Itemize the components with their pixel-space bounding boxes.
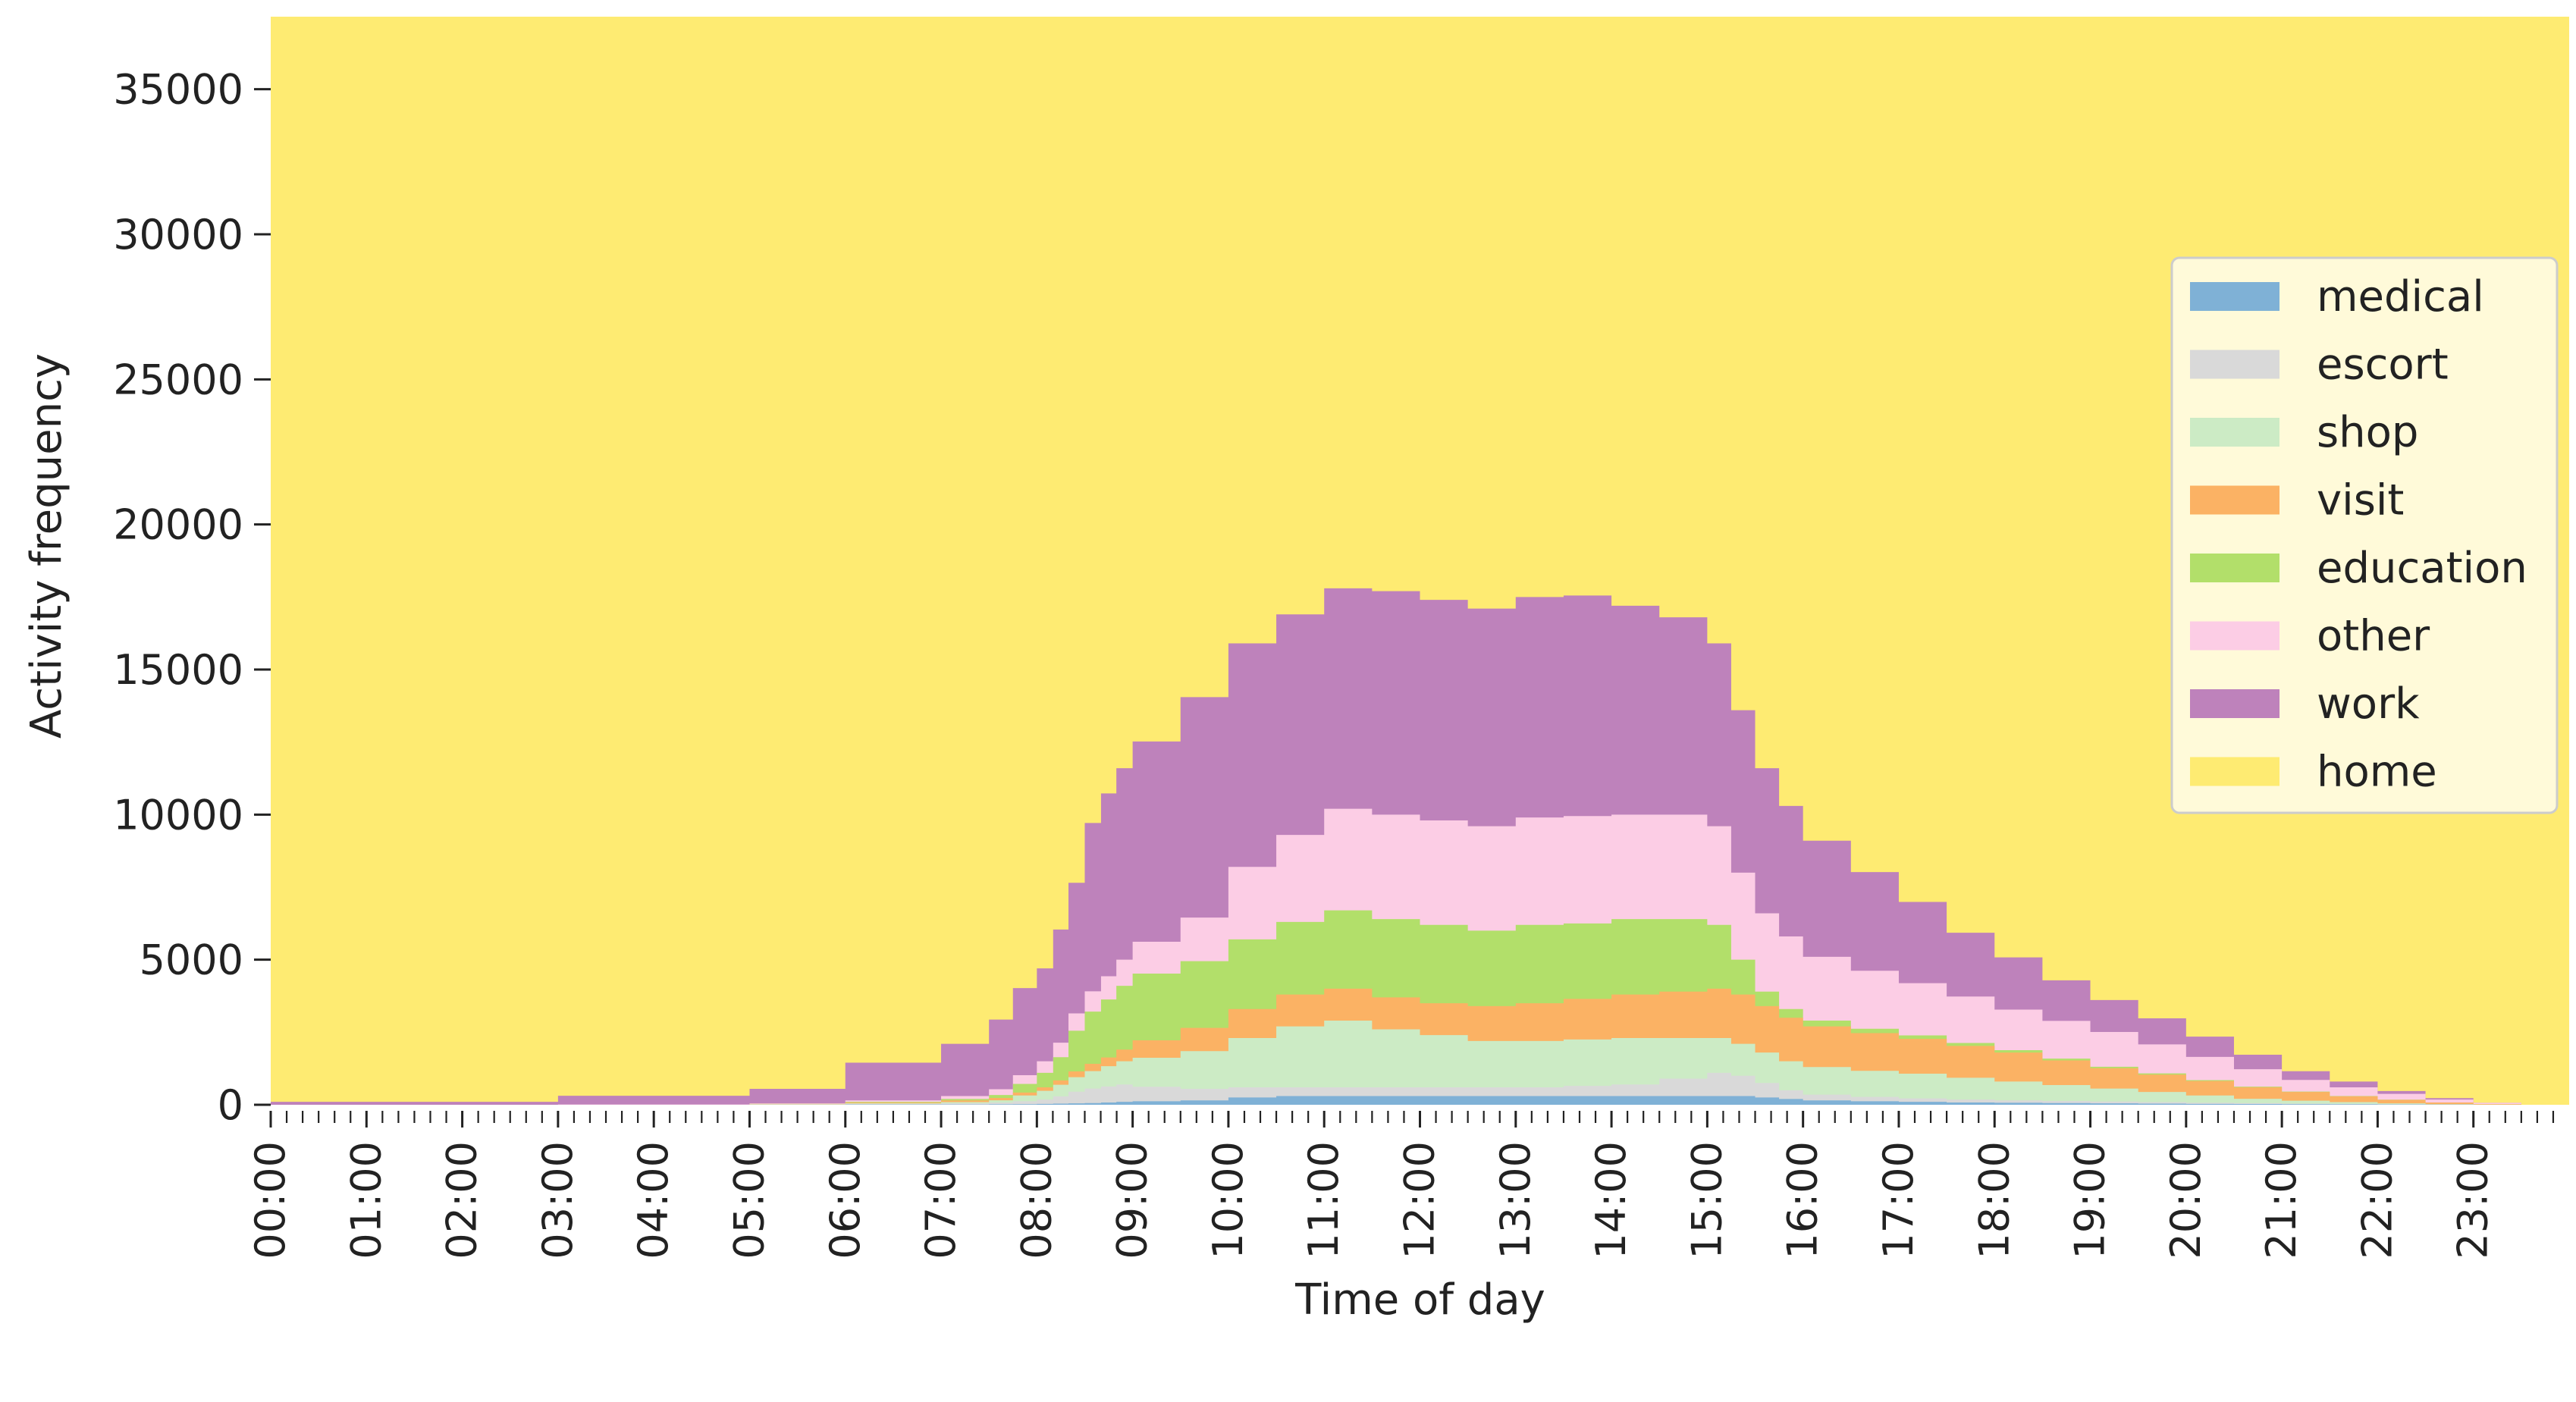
legend-swatch-shop — [2190, 418, 2279, 447]
x-tick-label: 20:00 — [2162, 1141, 2210, 1259]
x-tick-label: 10:00 — [1204, 1141, 1252, 1259]
x-tick-label: 21:00 — [2258, 1141, 2305, 1259]
area-medical — [271, 1096, 2569, 1105]
legend-label-escort: escort — [2317, 340, 2449, 390]
x-axis-label: Time of day — [1294, 1275, 1545, 1325]
y-tick-label: 5000 — [140, 936, 243, 984]
x-tick-label: 23:00 — [2449, 1141, 2497, 1259]
legend-label-visit: visit — [2317, 476, 2404, 525]
x-tick-label: 00:00 — [246, 1141, 294, 1259]
legend-label-medical: medical — [2317, 272, 2484, 321]
legend-label-other: other — [2317, 612, 2430, 661]
x-tick-label: 08:00 — [1012, 1141, 1060, 1259]
legend-swatch-home — [2190, 757, 2279, 786]
x-tick-label: 12:00 — [1396, 1141, 1444, 1259]
y-tick-label: 35000 — [113, 66, 243, 114]
area-shop — [271, 1021, 2569, 1105]
x-tick-label: 14:00 — [1587, 1141, 1635, 1259]
x-tick-label: 06:00 — [821, 1141, 869, 1259]
x-tick-label: 18:00 — [1970, 1141, 2018, 1259]
x-tick-label: 09:00 — [1109, 1141, 1156, 1259]
x-tick-label: 01:00 — [342, 1141, 390, 1259]
legend: medical escort shop visit education other work… — [2170, 256, 2559, 814]
legend-label-home: home — [2317, 748, 2437, 797]
x-tick-label: 16:00 — [1779, 1141, 1827, 1259]
x-tick-label: 07:00 — [917, 1141, 965, 1259]
y-tick-label: 30000 — [113, 211, 243, 259]
x-tick-label: 17:00 — [1875, 1141, 1922, 1259]
x-tick-label: 15:00 — [1683, 1141, 1730, 1259]
area-escort — [271, 1072, 2569, 1105]
y-axis: 0 5000 10000 15000 20000 25000 30000 35000 — [113, 66, 271, 1129]
legend-swatch-other — [2190, 621, 2279, 651]
y-tick-label: 10000 — [113, 791, 243, 839]
legend-swatch-visit — [2190, 485, 2279, 515]
legend-swatch-escort — [2190, 350, 2279, 379]
legend-swatch-medical — [2190, 282, 2279, 311]
x-tick-label: 13:00 — [1492, 1141, 1539, 1259]
legend-label-education: education — [2317, 544, 2527, 593]
x-tick-label: 05:00 — [725, 1141, 773, 1259]
x-tick-label: 22:00 — [2353, 1141, 2401, 1259]
x-tick-label: 11:00 — [1300, 1141, 1348, 1259]
legend-box — [2170, 256, 2559, 814]
y-tick-label: 15000 — [113, 646, 243, 694]
x-tick-label: 19:00 — [2066, 1141, 2114, 1259]
y-axis-label: Activity frequency — [22, 353, 71, 739]
x-tick-label: 02:00 — [438, 1141, 486, 1259]
legend-label-work: work — [2317, 679, 2420, 729]
legend-label-shop: shop — [2317, 408, 2418, 457]
x-tick-label: 03:00 — [534, 1141, 582, 1259]
y-tick-label: 0 — [218, 1081, 243, 1129]
y-tick-label: 20000 — [113, 501, 243, 549]
y-tick-label: 25000 — [113, 356, 243, 403]
legend-swatch-education — [2190, 554, 2279, 582]
x-axis: 00:00 01:00 02:00 03:00 04:00 05:00 06:00 07:00… — [246, 1111, 2555, 1259]
legend-swatch-work — [2190, 689, 2279, 718]
x-tick-label: 04:00 — [629, 1141, 677, 1259]
